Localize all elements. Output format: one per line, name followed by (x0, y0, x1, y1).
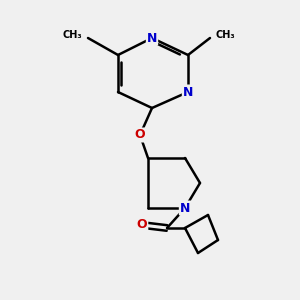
Text: O: O (137, 218, 147, 232)
Text: N: N (183, 85, 193, 98)
Text: N: N (180, 202, 190, 214)
Text: N: N (147, 32, 157, 44)
Text: CH₃: CH₃ (62, 30, 82, 40)
Text: O: O (135, 128, 145, 142)
Text: CH₃: CH₃ (215, 30, 235, 40)
